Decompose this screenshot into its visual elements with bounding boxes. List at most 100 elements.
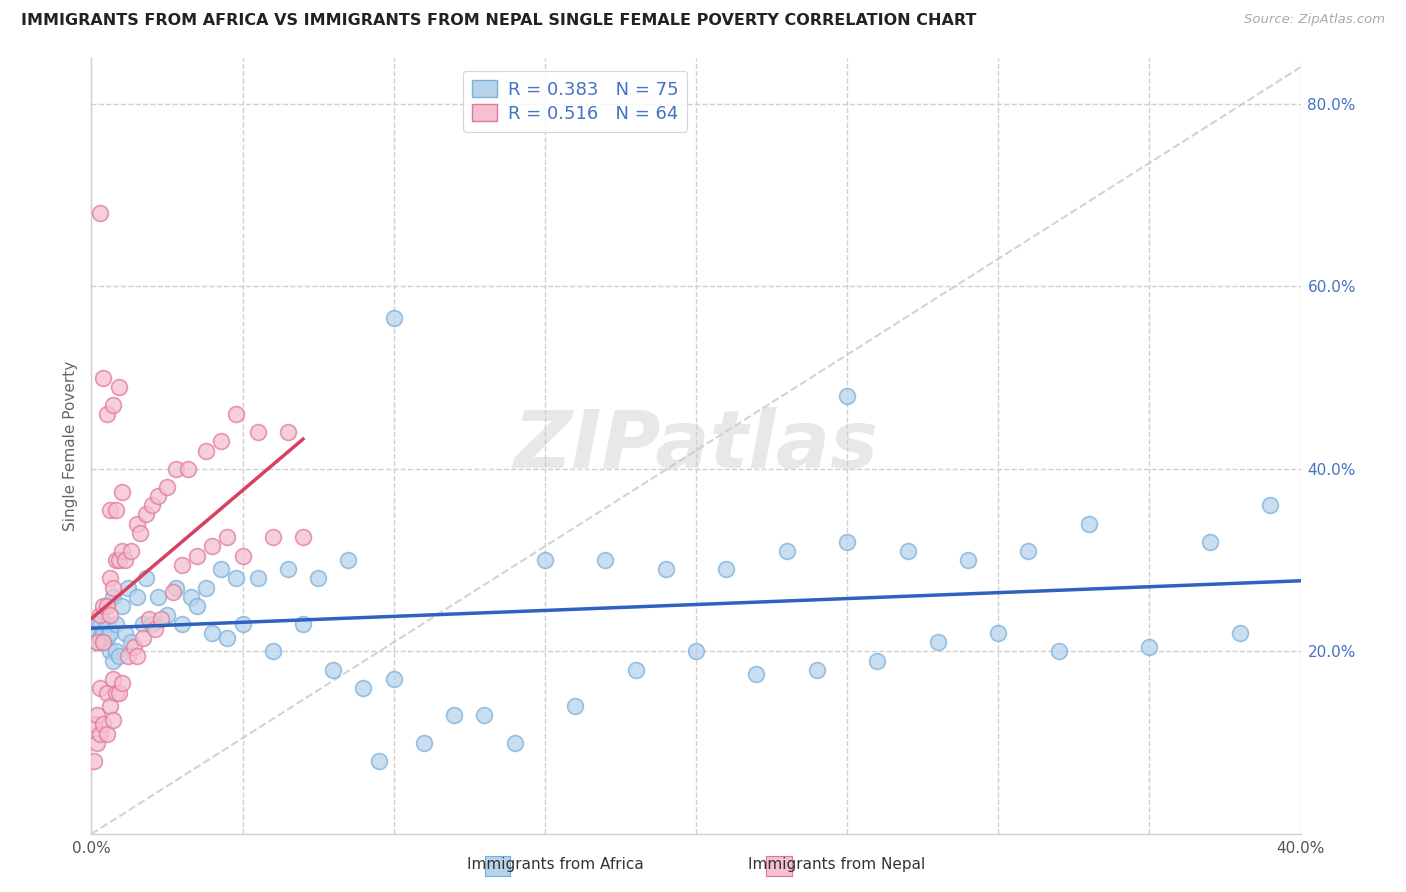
Point [714,562,737,576]
Y-axis label: Single Female Poverty: Single Female Poverty [63,361,79,531]
Point [195,443,218,458]
Point [125,590,148,604]
Point [156,480,179,494]
Point [101,398,124,412]
Point [120,544,142,558]
Point [122,640,145,654]
Point [1018,544,1040,558]
Point [231,617,253,632]
Point [111,676,132,690]
Point [162,585,184,599]
Text: IMMIGRANTS FROM AFRICA VS IMMIGRANTS FROM NEPAL SINGLE FEMALE POVERTY CORRELATIO: IMMIGRANTS FROM AFRICA VS IMMIGRANTS FRO… [21,13,976,29]
Point [277,562,299,576]
Point [685,644,707,658]
Point [93,635,115,649]
Point [86,708,108,723]
Point [595,553,617,567]
Point [186,599,208,613]
Point [835,534,858,549]
Point [217,530,239,544]
Point [86,626,108,640]
Point [111,484,132,499]
Point [533,553,555,567]
Point [96,726,118,740]
Point [86,635,108,649]
Point [1077,516,1099,531]
Text: Immigrants from Nepal: Immigrants from Nepal [748,857,925,872]
Point [104,503,127,517]
Point [107,379,129,393]
Point [246,571,269,585]
Point [987,626,1010,640]
Point [101,590,124,604]
Point [89,631,111,645]
Point [111,599,132,613]
Point [1047,644,1070,658]
Point [292,617,315,632]
Point [835,389,858,403]
Point [564,699,586,714]
Point [776,544,799,558]
Point [262,530,284,544]
Point [225,407,247,421]
Point [143,622,166,636]
Point [745,667,768,681]
Point [125,516,148,531]
Point [98,571,121,585]
Point [104,617,127,632]
Point [307,571,329,585]
Point [98,699,121,714]
Point [186,549,208,563]
Point [135,571,157,585]
Point [146,489,169,503]
Point [89,726,111,740]
Point [472,708,495,723]
Point [141,617,163,632]
Point [209,562,232,576]
Point [104,644,127,658]
Point [93,626,115,640]
Point [177,462,200,476]
Point [96,631,118,645]
Point [1198,534,1220,549]
Point [172,617,194,632]
Point [654,562,676,576]
Point [93,370,115,384]
Point [125,648,148,663]
Point [201,540,224,554]
Point [101,672,124,686]
Point [98,503,121,517]
Point [132,631,155,645]
Point [927,635,949,649]
Point [107,648,129,663]
Point [165,581,187,595]
Point [83,617,105,632]
Point [98,626,121,640]
Text: Immigrants from Africa: Immigrants from Africa [467,857,644,872]
Point [1260,499,1282,513]
Point [101,581,124,595]
Point [292,530,315,544]
Point [132,617,155,632]
Point [89,681,111,695]
Point [156,607,179,622]
Point [135,508,157,522]
Point [382,672,405,686]
Point [165,462,187,476]
Point [141,499,163,513]
Point [114,553,136,567]
Point [128,525,150,540]
Point [1229,626,1251,640]
Point [96,617,118,632]
Point [114,626,136,640]
Point [866,654,889,668]
Point [217,631,239,645]
Point [98,644,121,658]
Point [120,635,142,649]
Point [503,736,526,750]
Point [89,617,111,632]
Point [180,590,202,604]
Point [89,206,111,220]
Point [101,654,124,668]
Point [231,549,253,563]
